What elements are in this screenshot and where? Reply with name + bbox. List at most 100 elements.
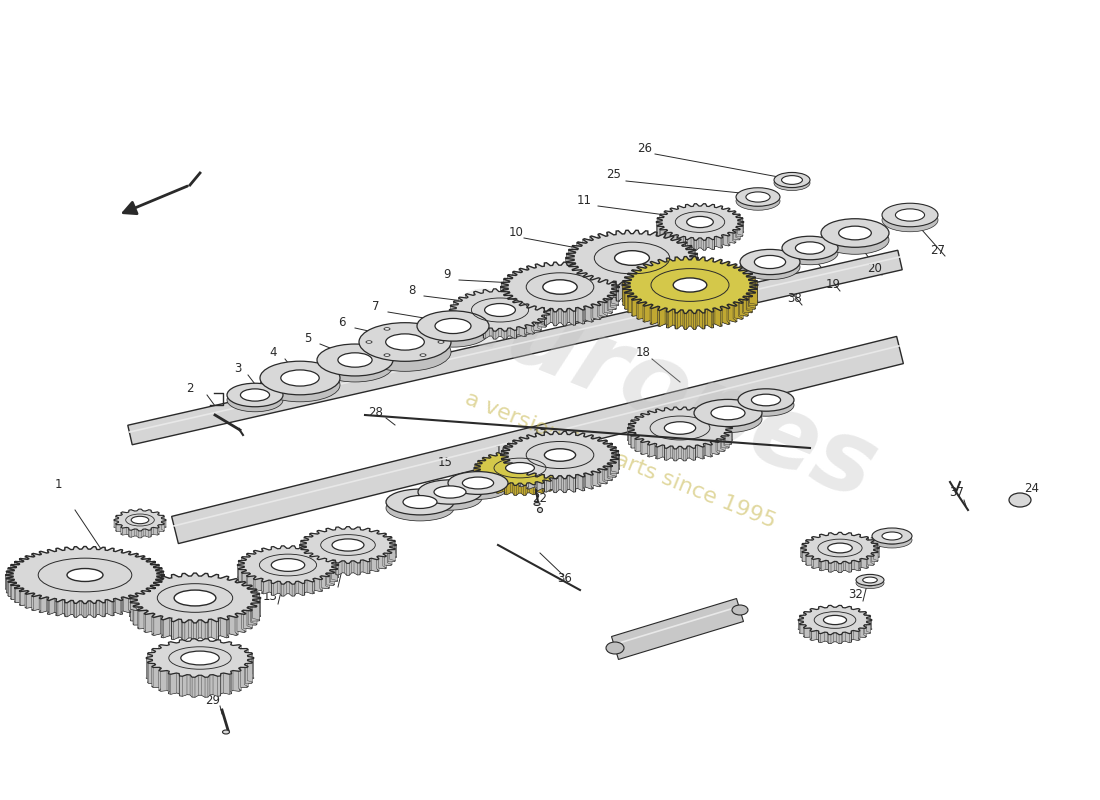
Polygon shape — [645, 304, 651, 322]
Polygon shape — [610, 282, 618, 297]
Polygon shape — [864, 626, 867, 637]
Polygon shape — [541, 316, 547, 326]
Polygon shape — [252, 593, 260, 611]
Polygon shape — [690, 257, 698, 274]
Polygon shape — [389, 546, 396, 558]
Polygon shape — [537, 433, 542, 450]
Polygon shape — [155, 569, 162, 584]
Polygon shape — [507, 482, 510, 494]
Polygon shape — [538, 320, 541, 330]
Polygon shape — [155, 580, 162, 595]
Polygon shape — [330, 560, 338, 573]
Polygon shape — [543, 309, 551, 318]
Polygon shape — [513, 450, 514, 463]
Polygon shape — [736, 215, 740, 226]
Polygon shape — [14, 586, 20, 602]
Polygon shape — [246, 574, 251, 588]
Polygon shape — [865, 615, 870, 625]
Text: 23: 23 — [661, 418, 675, 431]
Polygon shape — [519, 438, 522, 454]
Polygon shape — [332, 564, 339, 577]
Polygon shape — [697, 409, 703, 423]
Polygon shape — [608, 295, 616, 310]
Ellipse shape — [751, 394, 781, 406]
Polygon shape — [144, 611, 148, 632]
Ellipse shape — [755, 255, 785, 269]
Polygon shape — [156, 579, 164, 594]
Polygon shape — [248, 657, 254, 678]
Text: 27: 27 — [931, 243, 946, 257]
Polygon shape — [691, 257, 694, 276]
Polygon shape — [81, 546, 84, 563]
Polygon shape — [223, 642, 229, 663]
Polygon shape — [837, 532, 839, 543]
Ellipse shape — [403, 502, 437, 514]
Polygon shape — [248, 661, 253, 682]
Polygon shape — [799, 606, 872, 634]
Polygon shape — [627, 274, 634, 292]
Polygon shape — [349, 526, 351, 541]
Polygon shape — [328, 528, 333, 542]
Polygon shape — [211, 619, 217, 639]
Ellipse shape — [782, 178, 802, 187]
Polygon shape — [812, 557, 814, 568]
Polygon shape — [592, 236, 598, 254]
Polygon shape — [572, 267, 579, 286]
Polygon shape — [383, 534, 386, 548]
Polygon shape — [598, 278, 601, 298]
Ellipse shape — [180, 651, 219, 665]
Polygon shape — [148, 653, 155, 673]
Polygon shape — [873, 544, 878, 554]
Polygon shape — [161, 577, 163, 598]
Polygon shape — [803, 613, 806, 623]
Polygon shape — [710, 205, 713, 217]
Polygon shape — [15, 562, 23, 576]
Polygon shape — [450, 309, 456, 318]
Polygon shape — [799, 618, 803, 629]
Polygon shape — [734, 230, 739, 240]
Polygon shape — [866, 557, 869, 568]
Polygon shape — [168, 642, 169, 665]
Polygon shape — [99, 601, 103, 617]
Polygon shape — [537, 474, 542, 491]
Polygon shape — [114, 518, 118, 526]
Polygon shape — [682, 270, 688, 290]
Polygon shape — [612, 457, 618, 473]
Ellipse shape — [615, 250, 649, 266]
Polygon shape — [474, 467, 480, 478]
Text: 30: 30 — [811, 621, 825, 634]
Ellipse shape — [856, 578, 884, 589]
Polygon shape — [600, 440, 606, 455]
Polygon shape — [628, 274, 636, 290]
Polygon shape — [244, 650, 249, 671]
Polygon shape — [686, 446, 688, 461]
Polygon shape — [600, 302, 606, 317]
Ellipse shape — [222, 730, 230, 734]
Polygon shape — [50, 550, 54, 566]
Polygon shape — [572, 246, 579, 265]
Polygon shape — [690, 260, 697, 278]
Polygon shape — [242, 573, 250, 586]
Ellipse shape — [420, 354, 426, 356]
Polygon shape — [666, 236, 672, 254]
Polygon shape — [801, 546, 806, 557]
Polygon shape — [162, 521, 166, 528]
Polygon shape — [7, 577, 13, 592]
Polygon shape — [157, 572, 164, 587]
Polygon shape — [584, 434, 585, 450]
Polygon shape — [50, 598, 54, 614]
Polygon shape — [67, 601, 70, 617]
Ellipse shape — [317, 350, 393, 382]
Polygon shape — [726, 425, 732, 438]
Polygon shape — [592, 278, 598, 296]
Polygon shape — [658, 260, 660, 279]
Polygon shape — [610, 459, 618, 474]
Polygon shape — [145, 582, 153, 601]
Ellipse shape — [872, 528, 912, 544]
Ellipse shape — [403, 495, 437, 509]
Polygon shape — [705, 238, 707, 250]
Polygon shape — [33, 595, 40, 610]
Ellipse shape — [280, 370, 319, 386]
Polygon shape — [623, 286, 630, 302]
Polygon shape — [689, 253, 697, 270]
